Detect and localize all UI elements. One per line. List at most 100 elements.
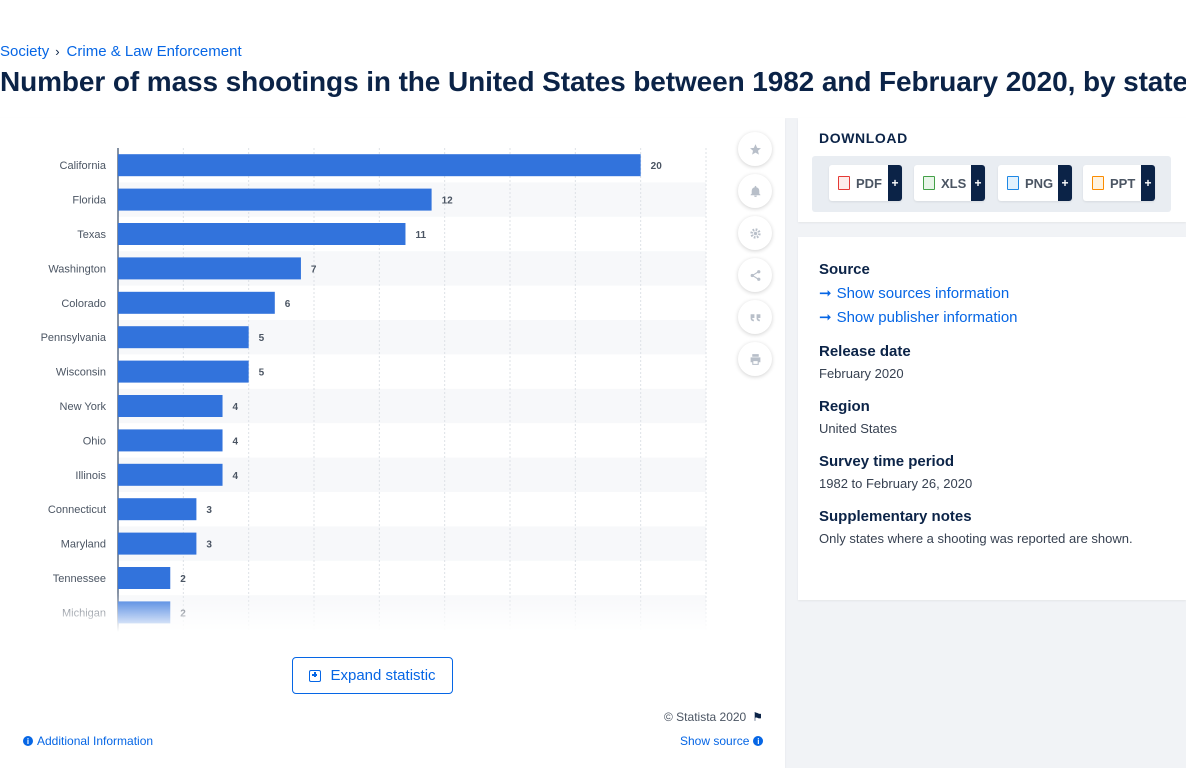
bar-pennsylvania [118,326,249,349]
data-label: 7 [311,264,317,275]
favorite-button[interactable] [738,132,772,166]
download-card: DOWNLOAD PDF + XLS + PNG + PPT + [798,118,1186,222]
bar-washington [118,257,301,280]
flag-icon[interactable]: ⚑ [752,710,763,724]
breadcrumb-crime[interactable]: Crime & Law Enforcement [66,43,242,60]
bar-chart: California 20 Florida 12 Texas 11 Washington 7 C… [0,148,720,632]
category-label: Texas [77,229,106,241]
share-icon [750,269,760,281]
bell-icon [750,185,760,197]
release-date-heading: Release date [819,343,911,360]
category-label: Florida [72,195,107,207]
category-label: Washington [48,263,106,275]
survey-period-value: 1982 to February 26, 2020 [819,476,973,491]
bar-ohio [118,429,223,452]
share-button[interactable] [738,258,772,292]
plus-icon: + [1058,165,1072,201]
expand-icon [309,669,322,682]
data-label: 6 [285,299,291,310]
data-label: 5 [259,333,265,344]
breadcrumb-society[interactable]: Society [0,43,50,60]
show-sources-link[interactable]: ➞ Show sources information [819,284,1010,303]
download-pdf-button[interactable]: PDF + [829,165,902,201]
show-source-label: Show source [680,734,750,748]
xls-file-icon [923,176,935,190]
data-label: 20 [651,161,663,172]
chart-toolbar [738,132,772,384]
survey-period-heading: Survey time period [819,453,955,470]
data-label: 3 [206,540,212,551]
page-title: Number of mass shootings in the United S… [0,66,1186,97]
png-label: PNG [1025,175,1054,191]
row-stripe [118,526,706,561]
cite-button[interactable] [738,300,772,334]
category-label: Pennsylvania [41,332,107,344]
xls-label: XLS [941,175,967,191]
plus-icon: + [1141,165,1155,201]
bar-wisconsin [118,360,249,383]
pdf-label: PDF [856,175,882,191]
data-label: 2 [180,574,186,585]
info-icon: i [753,736,764,746]
download-title: DOWNLOAD [819,130,908,146]
download-ppt-button[interactable]: PPT + [1083,165,1155,201]
bar-connecticut [118,498,197,521]
release-date-value: February 2020 [819,366,904,381]
supplementary-notes-heading: Supplementary notes [819,508,972,525]
truncation-fade [0,592,720,632]
region-value: United States [819,421,898,436]
download-png-button[interactable]: PNG + [998,165,1072,201]
breadcrumb-separator: › [55,44,60,59]
gear-icon [749,227,761,239]
expand-statistic-label: Expand statistic [330,667,436,684]
data-label: 4 [233,471,239,482]
category-label: Colorado [61,298,106,310]
category-label: California [60,160,107,172]
star-icon [749,143,761,155]
bar-colorado [118,291,275,314]
bar-florida [118,188,432,211]
data-label: 4 [233,436,239,447]
data-label: 12 [442,196,454,207]
category-label: Maryland [61,539,106,551]
plus-icon: + [971,165,985,201]
additional-information-link[interactable]: i Additional Information [19,734,153,748]
settings-button[interactable] [738,216,772,250]
show-sources-label: Show sources information [836,284,1010,302]
show-source-link[interactable]: Show source i [680,734,767,748]
print-button[interactable] [738,342,772,376]
bar-california [118,154,641,177]
expand-statistic-button[interactable]: Expand statistic [292,657,453,694]
category-label: New York [60,401,107,413]
pdf-file-icon [838,176,850,190]
bar-maryland [118,532,197,555]
data-label: 4 [233,402,239,413]
plus-icon: + [888,165,902,201]
bar-tennessee [118,567,171,589]
category-label: Wisconsin [56,367,106,379]
png-file-icon [1007,176,1019,190]
category-label: Illinois [75,470,106,482]
ppt-file-icon [1092,176,1104,190]
data-label: 5 [259,368,265,379]
breadcrumb: Society › Crime & Law Enforcement [0,43,242,60]
arrow-right-icon: ➞ [819,309,832,326]
copyright-text: © Statista 2020 [664,710,747,724]
source-heading: Source [819,261,870,278]
info-icon: i [23,736,33,746]
bar-texas [118,223,406,245]
notification-button[interactable] [738,174,772,208]
show-publisher-link[interactable]: ➞ Show publisher information [819,308,1018,327]
page-header [0,0,1186,118]
download-xls-button[interactable]: XLS + [914,165,985,201]
category-label: Ohio [83,435,106,447]
data-label: 3 [206,505,212,516]
ppt-label: PPT [1110,175,1136,191]
chart-card: California 20 Florida 12 Texas 11 Washington 7 C… [0,118,785,768]
category-label: Connecticut [48,504,106,516]
data-label: 11 [415,230,426,241]
copyright: © Statista 2020 ⚑ [664,710,763,724]
additional-information-label: Additional Information [37,734,154,748]
download-bar: PDF + XLS + PNG + PPT + [812,156,1171,212]
quote-icon [750,313,760,321]
